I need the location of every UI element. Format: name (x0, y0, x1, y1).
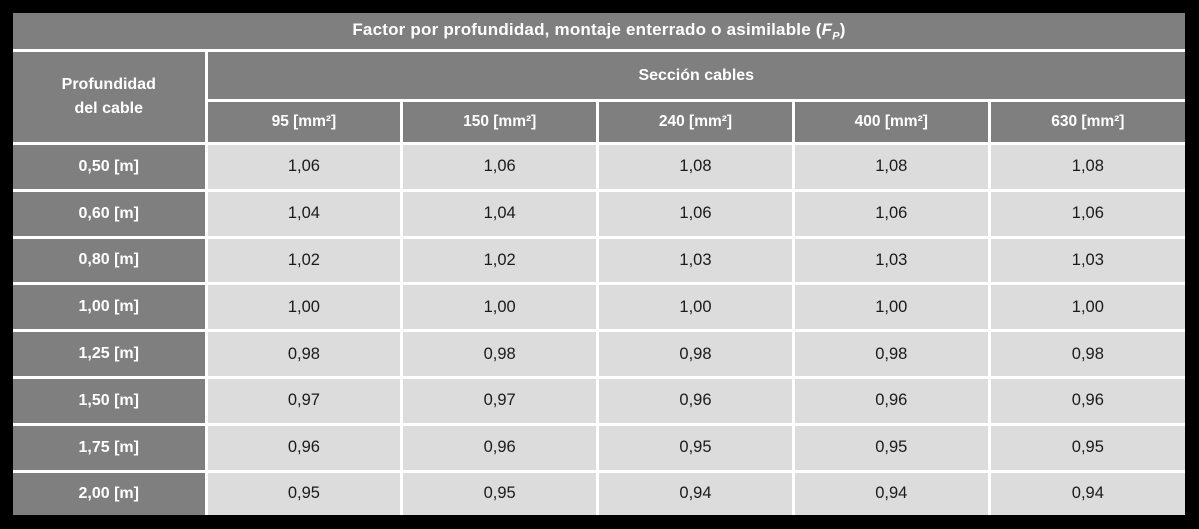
factor-cell: 0,98 (791, 329, 991, 379)
factor-cell: 1,04 (204, 188, 404, 239)
factor-cell: 0,94 (987, 469, 1187, 517)
column-header-row: 95 [mm²] 150 [mm²] 240 [mm²] 400 [mm²] 6… (13, 99, 1187, 145)
corner-header-profundidad: Profundidad del cable (11, 49, 208, 145)
table-title-text: Factor por profundidad, montaje enterrad… (352, 19, 822, 39)
factor-cell: 1,06 (204, 142, 404, 192)
factor-cell: 0,95 (596, 422, 795, 473)
factor-cell: 0,95 (204, 469, 404, 517)
depth-row-header: 0,60 [m] (11, 188, 208, 239)
factor-cell: 0,96 (791, 375, 991, 426)
fp-symbol-subscript: P (832, 30, 840, 43)
col-header-150mm2: 150 [mm²] (400, 99, 600, 145)
factor-cell: 1,02 (400, 235, 600, 286)
table-row: 1,75 [m] 0,96 0,96 0,95 0,95 0,95 (11, 422, 1187, 473)
depth-row-header: 1,50 [m] (11, 375, 208, 426)
table-row: 0,50 [m] 1,06 1,06 1,08 1,08 1,08 (11, 142, 1187, 192)
group-header-seccion-cables: Sección cables (204, 49, 1187, 102)
factor-cell: 1,04 (400, 188, 600, 239)
fp-symbol: F (821, 19, 833, 39)
factor-cell: 1,00 (596, 282, 795, 333)
factor-cell: 0,97 (400, 375, 600, 426)
depth-row-header: 0,80 [m] (11, 235, 208, 286)
factor-cell: 1,08 (596, 142, 795, 192)
table-row: 0,80 [m] 1,02 1,02 1,03 1,03 1,03 (11, 235, 1187, 286)
factor-cell: 1,03 (791, 235, 991, 286)
factor-cell: 1,06 (791, 188, 991, 239)
table-row: 1,00 [m] 1,00 1,00 1,00 1,00 1,00 (11, 282, 1187, 333)
factor-cell: 1,08 (791, 142, 991, 192)
depth-row-header: 1,25 [m] (11, 329, 208, 379)
corner-header-line1: Profundidad (61, 76, 156, 93)
factor-cell: 0,96 (204, 422, 404, 473)
depth-row-header: 0,50 [m] (11, 142, 208, 192)
table-row: 1,50 [m] 0,97 0,97 0,96 0,96 0,96 (11, 375, 1187, 426)
col-header-240mm2: 240 [mm²] (596, 99, 795, 145)
factor-cell: 0,94 (596, 469, 795, 517)
factor-cell: 0,95 (987, 422, 1187, 473)
factor-cell: 1,06 (400, 142, 600, 192)
factor-cell: 0,98 (987, 329, 1187, 379)
table-row: 2,00 [m] 0,95 0,95 0,94 0,94 0,94 (11, 469, 1187, 517)
factor-cell: 0,95 (400, 469, 600, 517)
depth-factor-table: Factor por profundidad, montaje enterrad… (11, 11, 1187, 517)
factor-cell: 1,06 (987, 188, 1187, 239)
title-row: Factor por profundidad, montaje enterrad… (11, 11, 1187, 52)
factor-cell: 1,03 (596, 235, 795, 286)
factor-cell: 0,98 (596, 329, 795, 379)
factor-cell: 1,08 (987, 142, 1187, 192)
col-header-95mm2: 95 [mm²] (204, 99, 404, 145)
table-row: 0,60 [m] 1,04 1,04 1,06 1,06 1,06 (11, 188, 1187, 239)
col-header-400mm2: 400 [mm²] (791, 99, 991, 145)
factor-cell: 0,97 (204, 375, 404, 426)
factor-cell: 1,03 (987, 235, 1187, 286)
factor-cell: 0,96 (596, 375, 795, 426)
factor-cell: 1,00 (400, 282, 600, 333)
table-row: 1,25 [m] 0,98 0,98 0,98 0,98 0,98 (11, 329, 1187, 379)
factor-cell: 0,98 (204, 329, 404, 379)
col-header-630mm2: 630 [mm²] (987, 99, 1187, 145)
factor-cell: 0,98 (400, 329, 600, 379)
factor-cell: 1,00 (987, 282, 1187, 333)
factor-cell: 0,95 (791, 422, 991, 473)
factor-cell: 1,06 (596, 188, 795, 239)
depth-row-header: 2,00 [m] (11, 469, 208, 517)
depth-row-header: 1,75 [m] (11, 422, 208, 473)
factor-cell: 0,96 (987, 375, 1187, 426)
group-header-row: Profundidad del cable Sección cables (11, 49, 1187, 145)
table-title-close-paren: ) (839, 19, 846, 39)
factor-cell: 0,96 (400, 422, 600, 473)
factor-cell: 1,00 (204, 282, 404, 333)
table-title: Factor por profundidad, montaje enterrad… (11, 11, 1187, 52)
depth-row-header: 1,00 [m] (11, 282, 208, 333)
factor-cell: 0,94 (791, 469, 991, 517)
corner-header-line2: del cable (74, 100, 143, 117)
factor-cell: 1,02 (204, 235, 404, 286)
factor-cell: 1,00 (791, 282, 991, 333)
